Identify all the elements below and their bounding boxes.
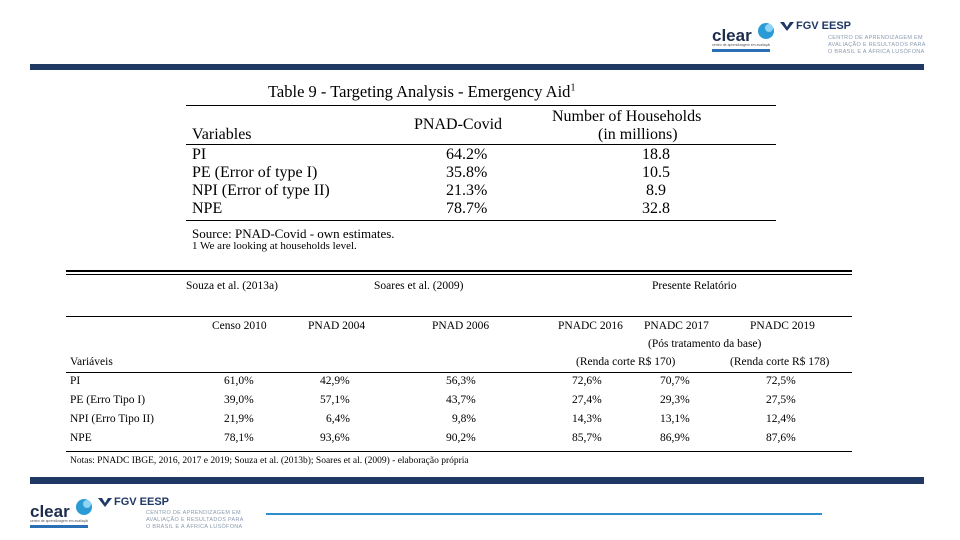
row-pi-pnadc-2017: 70,7% [660,375,690,387]
table-9-row-pe-pnad: 35.8% [446,164,488,181]
row-pi-pnadc-2019: 72,5% [766,375,796,387]
row-npe-pnad-2006: 90,2% [446,432,476,444]
clear-logo-stripe [712,49,770,52]
row-npe-censo-2010: 78,1% [224,432,254,444]
table-9-row-npe-house: 32.8 [642,200,670,217]
fgv-chevron-icon [780,22,794,31]
group-header-souza: Souza et al. (2013a) [186,280,278,292]
clear-logo-icon [758,23,774,39]
footer-logo-line-1: CENTRO DE APRENDIZAGEM EM [146,510,241,516]
row-pi-label: PI [70,375,81,387]
col-header-pnad-2004: PNAD 2004 [308,320,366,332]
footer-logo: clear centro de aprendizagem em avaliaçã… [26,494,266,538]
row-npe-pnadc-2017: 86,9% [660,432,690,444]
footer-logo-line-2: AVALIAÇÃO E RESULTADOS PARA [146,517,244,523]
fgv-eesp-text: FGV EESP [796,20,852,32]
row-pe-pnadc-2019: 27,5% [766,394,796,406]
header-logo-line-1: CENTRO DE APRENDIZAGEM EM [828,35,923,41]
subheader-pos-tratamento: (Pós tratamento da base) [648,338,762,350]
header-logo-line-3: O BRASIL E A ÁFRICA LUSÓFONA [828,49,925,55]
table-9-row-npe-var: NPE [192,200,223,217]
row-pe-pnadc-2016: 27,4% [572,394,602,406]
comparison-table: Souza et al. (2013a) Soares et al. (2009… [66,270,852,472]
table-9-header-households-1: Number of Households [552,108,702,125]
col-header-pnadc-2019: PNADC 2019 [750,320,815,332]
col-header-pnad-2006: PNAD 2006 [432,320,490,332]
footer-clear-logo-text: clear [30,502,70,521]
comparison-table-bottom-rule [66,451,852,452]
row-npi-pnadc-2019: 12,4% [766,413,796,425]
col-header-pnadc-2016: PNADC 2016 [558,320,623,332]
table-9-row-npi-pnad: 21.3% [446,182,488,199]
footer-fgv-eesp-text: FGV EESP [114,496,170,508]
header-logo-line-2: AVALIAÇÃO E RESULTADOS PARA [828,42,926,48]
table-9-title-text: Table 9 - Targeting Analysis - Emergency… [268,82,571,101]
row-npi-pnadc-2016: 14,3% [572,413,602,425]
row-pi-pnadc-2016: 72,6% [572,375,602,387]
row-pi-censo-2010: 61,0% [224,375,254,387]
comparison-table-group-rule [66,316,852,317]
subheader-renda-170: (Renda corte R$ 170) [576,356,676,368]
row-pe-pnadc-2017: 29,3% [660,394,690,406]
comparison-table-top-rule [66,270,852,272]
row-npi-pnad-2006: 9,8% [452,413,476,425]
footer-accent-line [266,513,822,515]
table-9-row-pi-pnad: 64.2% [446,146,488,163]
table-9-row-npi-var: NPI (Error of type II) [192,182,330,199]
group-header-presente: Presente Relatório [652,280,737,292]
footer-fgv-chevron-icon [98,498,112,507]
row-npi-censo-2010: 21,9% [224,413,254,425]
row-npe-label: NPE [70,432,92,444]
top-divider-bar [30,64,924,70]
table-9-top-rule [186,105,776,106]
row-pe-pnad-2004: 57,1% [320,394,350,406]
row-npe-pnad-2004: 93,6% [320,432,350,444]
footer-clear-logo-stripe [30,525,88,528]
row-pe-pnad-2006: 43,7% [446,394,476,406]
row-label-header-variaveis: Variáveis [70,356,113,368]
table-9-header-households-2: (in millions) [598,126,678,143]
table-9-row-pe-house: 10.5 [642,164,670,181]
comparison-table-header-rule [66,372,852,373]
table-9-header-variables: Variables [192,126,252,143]
row-npe-pnadc-2016: 85,7% [572,432,602,444]
header-logo: clear centro de aprendizagem em avaliaçã… [708,18,938,62]
table-9-header-rule [186,144,776,145]
group-header-soares: Soares et al. (2009) [374,280,464,292]
subheader-renda-178: (Renda corte R$ 178) [730,356,830,368]
clear-logo-tagline: centro de aprendizagem em avaliação [712,43,770,47]
table-9-row-pi-house: 18.8 [642,146,670,163]
table-9-row-npi-house: 8.9 [646,182,666,199]
table-9-row-pe-var: PE (Error of type I) [192,164,318,181]
footer-logo-line-3: O BRASIL E A ÁFRICA LUSÓFONA [146,524,243,530]
row-pi-pnad-2004: 42,9% [320,375,350,387]
comparison-table-top-rule-2 [66,274,852,275]
col-header-censo-2010: Censo 2010 [212,320,267,332]
table-9-bottom-rule [186,220,776,221]
comparison-table-notes: Notas: PNADC IBGE, 2016, 2017 e 2019; So… [70,456,469,466]
col-header-pnadc-2017: PNADC 2017 [644,320,709,332]
row-npi-pnad-2004: 6,4% [326,413,350,425]
table-9-row-npe-pnad: 78.7% [446,200,488,217]
table-9-note: 1 We are looking at households level. [192,240,357,252]
footer-clear-logo-icon [76,499,92,515]
row-npi-pnadc-2017: 13,1% [660,413,690,425]
row-npi-label: NPI (Erro Tipo II) [70,413,155,425]
table-9-source: Source: PNAD-Covid - own estimates. [192,226,395,241]
bottom-divider-bar [30,477,924,484]
table-9-title-footnote-mark: 1 [570,82,576,94]
row-pe-censo-2010: 39,0% [224,394,254,406]
table-9-title: Table 9 - Targeting Analysis - Emergency… [268,82,575,102]
table-9: Table 9 - Targeting Analysis - Emergency… [184,78,778,258]
table-9-header-pnad: PNAD-Covid [414,116,503,133]
row-npe-pnadc-2019: 87,6% [766,432,796,444]
row-pe-label: PE (Erro Tipo I) [70,394,146,406]
footer-clear-logo-tagline: centro de aprendizagem em avaliação [30,519,88,523]
table-9-row-pi-var: PI [192,146,207,163]
clear-logo-text: clear [712,26,752,45]
row-pi-pnad-2006: 56,3% [446,375,476,387]
